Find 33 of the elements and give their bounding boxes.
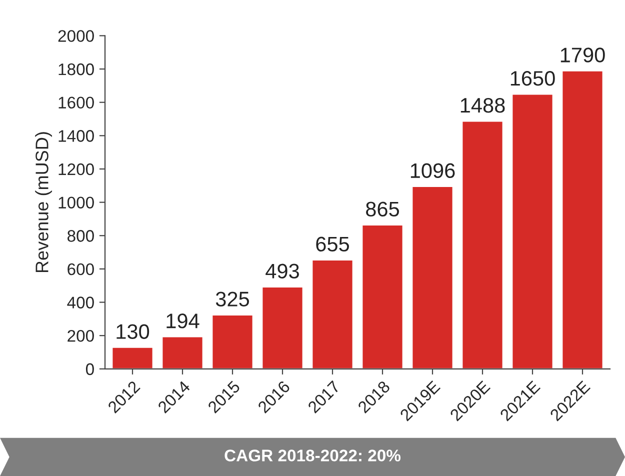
y-tick-label: 1200 <box>58 163 94 176</box>
data-label: 865 <box>366 202 400 217</box>
text: CAGR 2018-2022: 20% <box>224 450 401 462</box>
y-tick-label: 1600 <box>58 96 94 109</box>
data-label: 655 <box>316 236 350 252</box>
data-label: 325 <box>216 292 250 306</box>
y-tick-label: 0 <box>86 363 94 376</box>
bar <box>311 259 354 369</box>
bar <box>361 224 404 369</box>
bar <box>561 70 604 369</box>
bar <box>261 286 304 369</box>
bar <box>161 336 204 369</box>
bar <box>511 93 554 369</box>
bar <box>211 314 254 369</box>
y-tick-label: 200 <box>68 330 94 342</box>
y-tick-label: 2000 <box>58 30 94 42</box>
y-tick-label: 400 <box>67 296 94 308</box>
bar <box>411 186 454 369</box>
bar <box>461 120 504 369</box>
y-tick-label: 1800 <box>58 63 94 76</box>
y-tick-label: 1000 <box>58 196 94 209</box>
data-label: 1096 <box>410 163 455 178</box>
y-axis-title: Revenue (mUSD) <box>35 132 52 272</box>
data-label: 194 <box>166 314 200 328</box>
data-label: 1650 <box>510 70 555 86</box>
bar <box>111 346 154 369</box>
y-tick-label: 1400 <box>58 130 94 142</box>
data-label: 130 <box>116 324 150 339</box>
data-label: 1790 <box>560 48 605 62</box>
y-tick-label: 800 <box>68 230 94 242</box>
data-label: 1488 <box>460 98 505 113</box>
y-tick-label: 600 <box>68 263 94 276</box>
data-label: 493 <box>266 264 299 278</box>
